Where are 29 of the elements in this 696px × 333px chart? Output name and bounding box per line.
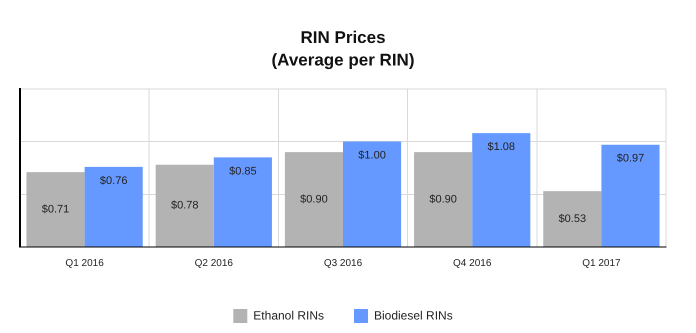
chart-title: RIN Prices [300, 28, 386, 47]
data-label: $0.90 [300, 193, 328, 206]
legend-label: Ethanol RINs [253, 308, 324, 322]
data-label: $0.76 [100, 174, 128, 187]
bar [214, 157, 272, 246]
data-label: $0.71 [42, 203, 70, 216]
bar [84, 166, 143, 246]
data-label: $0.53 [558, 212, 586, 225]
bar [156, 164, 214, 246]
x-tick-label: Q3 2016 [324, 258, 363, 269]
bar [284, 152, 343, 246]
x-tick-label: Q1 2016 [65, 258, 104, 269]
bar [343, 142, 402, 246]
x-tick-label: Q4 2016 [453, 258, 492, 269]
data-label: $0.78 [170, 200, 198, 212]
x-tick-label: Q1 2017 [582, 258, 622, 269]
bar [26, 172, 85, 246]
data-label: $1.08 [488, 141, 516, 154]
x-tick-label: Q2 2016 [194, 258, 234, 269]
bar [543, 191, 602, 246]
bar [472, 133, 530, 246]
legend-label: Biodiesel RINs [374, 308, 453, 322]
data-label: $0.90 [429, 193, 457, 206]
data-label: $0.97 [616, 152, 644, 165]
bar [601, 144, 660, 246]
chart-subtitle: (Average per RIN) [272, 50, 414, 70]
data-label: $0.85 [229, 165, 257, 178]
bar [414, 152, 472, 246]
data-label: $1.00 [358, 150, 386, 162]
